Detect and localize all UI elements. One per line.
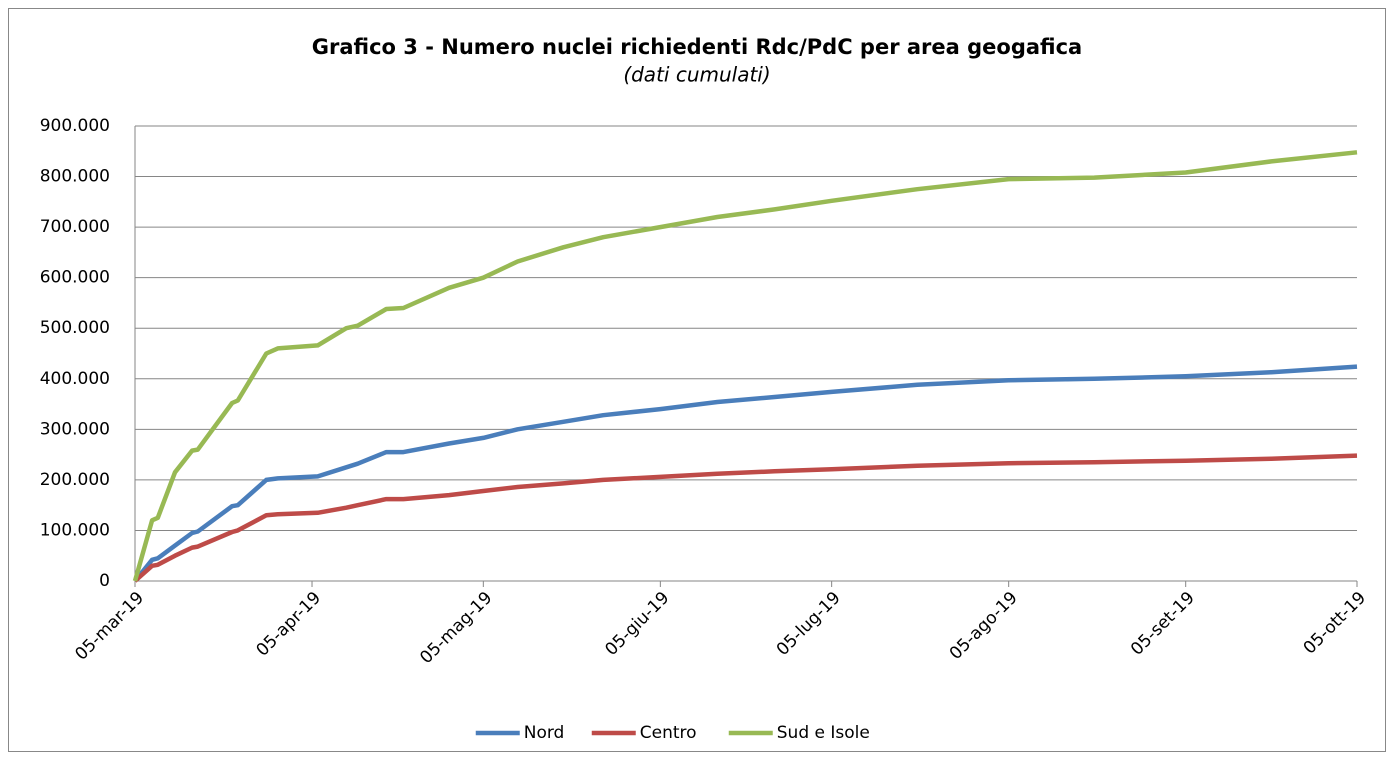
- legend-label: Nord: [524, 723, 565, 743]
- legend-label: Sud e Isole: [777, 723, 870, 743]
- chart-subtitle: (dati cumulati): [623, 63, 770, 87]
- y-tick-label: 700.000: [40, 217, 110, 237]
- chart-frame: [8, 8, 1386, 752]
- y-tick-label: 0: [99, 571, 110, 591]
- y-tick-label: 900.000: [40, 116, 110, 136]
- series-line: [133, 453, 1358, 583]
- y-tick-label: 400.000: [40, 369, 110, 389]
- y-tick-label: 200.000: [40, 470, 110, 490]
- y-tick-label: 100.000: [40, 520, 110, 540]
- legend-label: Centro: [640, 723, 697, 743]
- y-tick-label: 500.000: [40, 318, 110, 338]
- chart-title: Grafico 3 - Numero nuclei richiedenti Rd…: [312, 35, 1082, 59]
- y-tick-label: 800.000: [40, 167, 110, 187]
- series-line: [133, 364, 1358, 583]
- y-tick-label: 600.000: [40, 268, 110, 288]
- y-tick-label: 300.000: [40, 419, 110, 439]
- series-line: [132, 150, 1358, 582]
